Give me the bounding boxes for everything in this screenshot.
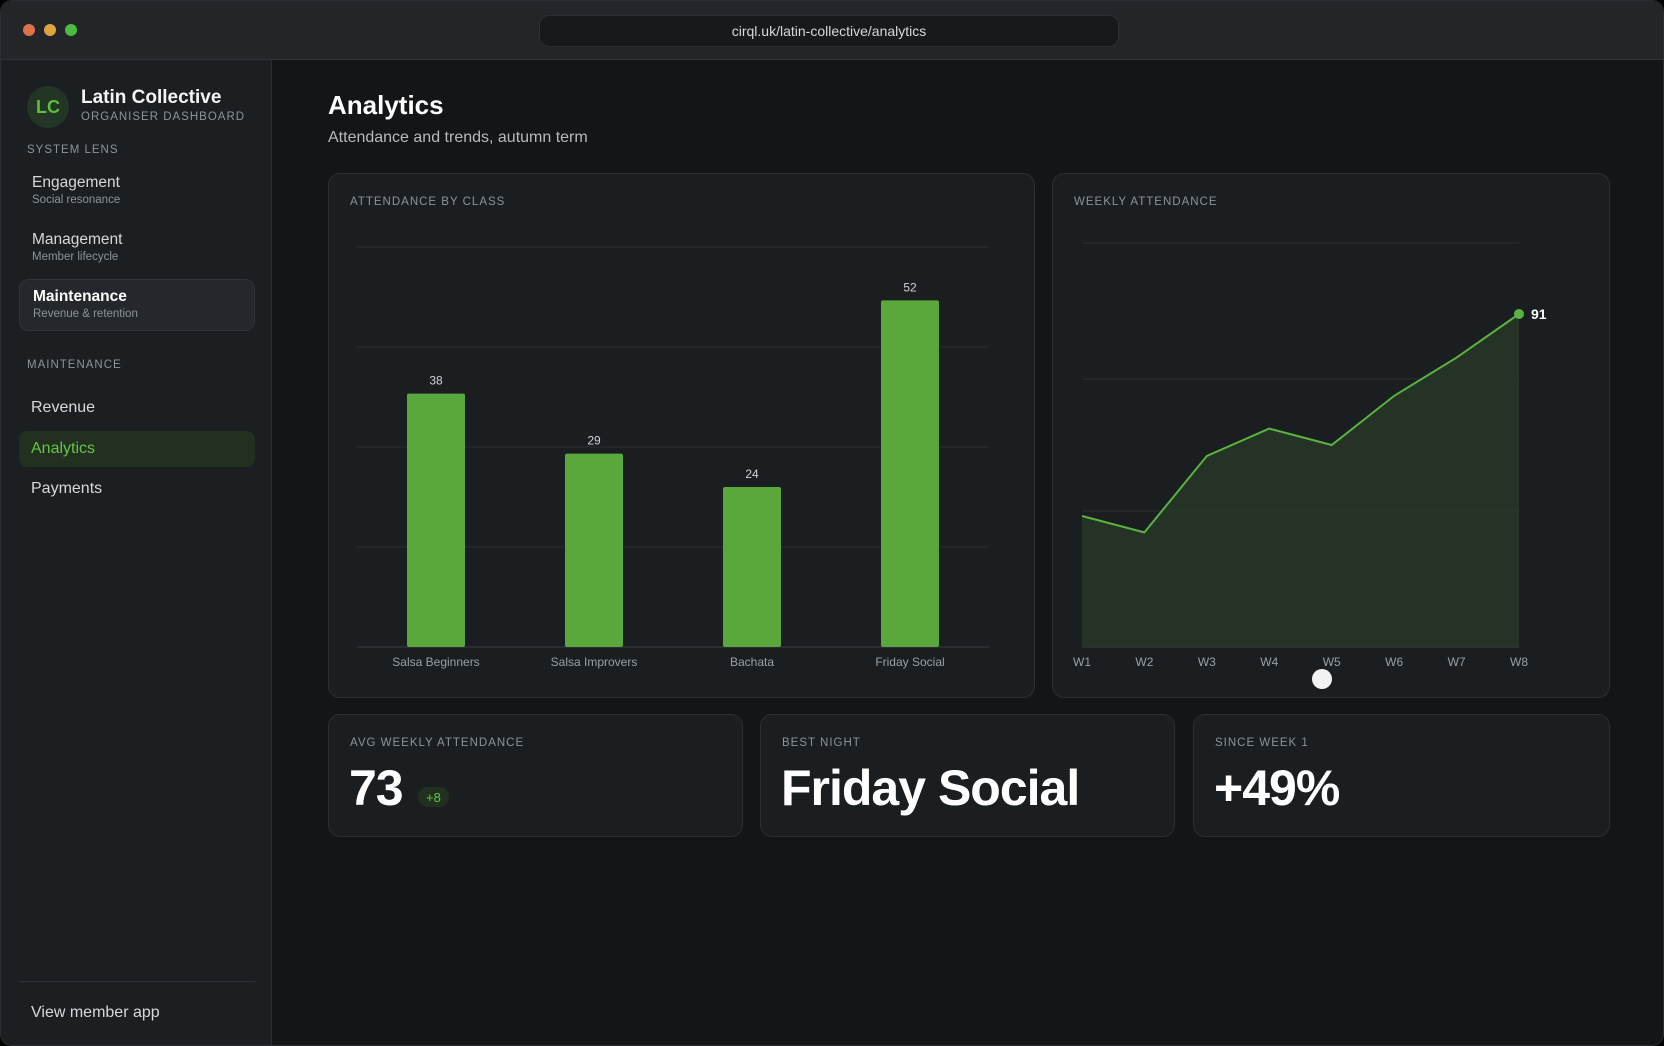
bar (407, 393, 465, 647)
lens-item-title: Maintenance (33, 288, 127, 305)
main-content: Analytics Attendance and trends, autumn … (273, 60, 1663, 1045)
x-tick-label: W1 (1073, 655, 1091, 669)
end-point (1514, 308, 1524, 319)
bar-chart: 38 Salsa Beginners 29 Salsa Improvers 24 Bach… (357, 246, 989, 669)
end-point-label: 91 (1531, 306, 1547, 322)
stat-label: SINCE WEEK 1 (1215, 737, 1309, 749)
area-chart-title: WEEKLY ATTENDANCE (1074, 196, 1218, 208)
stat-label: BEST NIGHT (782, 737, 861, 749)
bar (881, 300, 939, 647)
stat-label: AVG WEEKLY ATTENDANCE (350, 737, 525, 749)
delta-badge: +8 (418, 787, 449, 807)
maximize-window-button[interactable] (65, 24, 77, 36)
x-tick-label: Bachata (730, 655, 774, 669)
stat-value: 73 (349, 760, 404, 816)
view-member-app-link[interactable]: View member app (31, 1004, 160, 1021)
bar-value-label: 38 (429, 374, 443, 388)
sidebar-item-revenue[interactable]: Revenue (31, 399, 96, 416)
stat-value: +49% (1214, 760, 1340, 816)
lens-item-subtitle: Member lifecycle (32, 251, 119, 263)
address-bar[interactable]: cirql.uk/latin-collective/analytics (539, 15, 1119, 47)
bar-value-label: 52 (903, 280, 917, 294)
best-night-card: BEST NIGHT Friday Social (760, 714, 1175, 837)
lens-item-management[interactable]: Management Member lifecycle (19, 223, 255, 275)
maintenance-section-label: MAINTENANCE (27, 359, 122, 371)
lens-item-title: Engagement (32, 174, 120, 191)
lens-item-maintenance[interactable]: Maintenance Revenue & retention (19, 279, 255, 331)
page-subtitle: Attendance and trends, autumn term (328, 129, 588, 146)
page-title: Analytics (328, 90, 444, 120)
bar-value-label: 29 (587, 434, 601, 448)
bar (565, 453, 623, 647)
sidebar-item-analytics[interactable]: Analytics (19, 431, 255, 467)
x-tick-label: W6 (1385, 655, 1403, 669)
area-fill (1082, 314, 1519, 647)
x-tick-label: W5 (1323, 655, 1341, 669)
bar (723, 487, 781, 647)
avg-weekly-attendance-card: AVG WEEKLY ATTENDANCE 73 +8 (328, 714, 743, 837)
brand-name: Latin Collective (81, 87, 222, 108)
x-tick-label: Salsa Improvers (551, 655, 638, 669)
weekly-attendance-card: WEEKLY ATTENDANCE 91 W1 W2 W3 W4 W5 W6 W7 W8 (1052, 173, 1610, 698)
close-window-button[interactable] (23, 24, 35, 36)
x-tick-label: Friday Social (875, 655, 944, 669)
sidebar-item-payments[interactable]: Payments (31, 480, 103, 497)
brand-avatar: LC (27, 86, 69, 128)
x-tick-label: W4 (1260, 655, 1278, 669)
bar-value-label: 24 (745, 467, 759, 481)
x-tick-label: W2 (1135, 655, 1153, 669)
stat-value: Friday Social (781, 760, 1080, 816)
x-tick-label: W7 (1448, 655, 1466, 669)
lens-item-title: Management (32, 231, 123, 248)
bar-chart-title: ATTENDANCE BY CLASS (350, 196, 506, 208)
browser-titlebar: cirql.uk/latin-collective/analytics (1, 1, 1663, 60)
lens-item-subtitle: Social resonance (32, 194, 121, 206)
lens-item-engagement[interactable]: Engagement Social resonance (19, 166, 255, 218)
cursor-indicator (1312, 669, 1332, 689)
series-line (1081, 313, 1520, 534)
area-chart: 91 W1 W2 W3 W4 W5 W6 W7 W8 (1073, 242, 1547, 669)
sidebar-divider (19, 981, 255, 982)
x-tick-label: W3 (1198, 655, 1216, 669)
sidebar: LC Latin Collective ORGANISER DASHBOARD … (1, 60, 272, 1045)
attendance-by-class-card: ATTENDANCE BY CLASS 38 Salsa Beginners 29 S… (328, 173, 1035, 698)
lens-item-subtitle: Revenue & retention (33, 308, 138, 320)
x-tick-label: W8 (1510, 655, 1528, 669)
brand-subtitle: ORGANISER DASHBOARD (81, 111, 246, 123)
system-lens-label: SYSTEM LENS (27, 144, 119, 156)
x-tick-label: Salsa Beginners (392, 655, 479, 669)
since-week-1-card: SINCE WEEK 1 +49% (1193, 714, 1610, 837)
minimize-window-button[interactable] (44, 24, 56, 36)
